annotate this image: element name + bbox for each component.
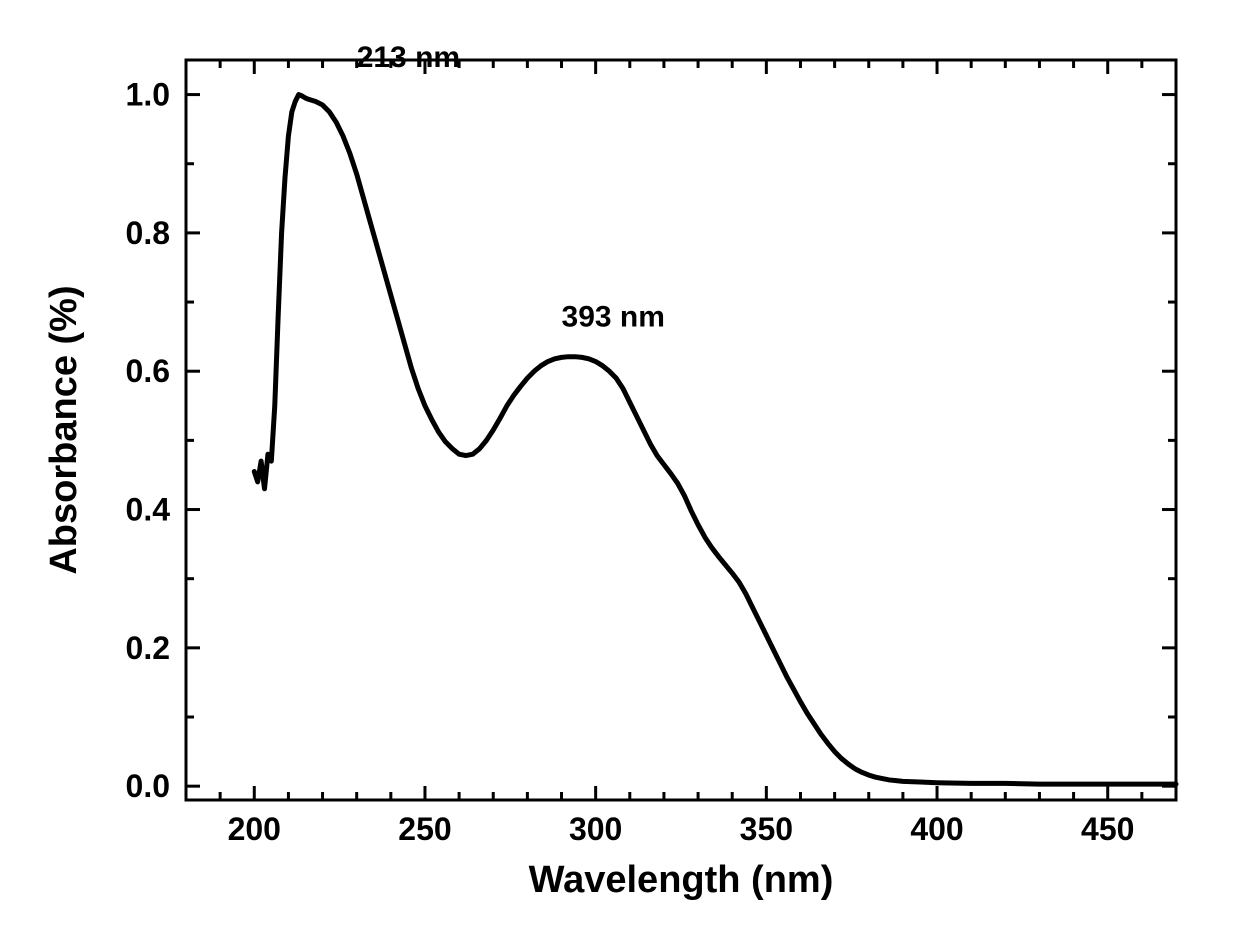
svg-text:0.4: 0.4: [126, 492, 171, 528]
svg-text:0.6: 0.6: [126, 353, 170, 389]
svg-text:250: 250: [398, 811, 451, 847]
svg-text:0.8: 0.8: [126, 215, 170, 251]
chart-svg: 200 250 300 350 400 450 0.0 0.2 0.4 0.6 0.8 1.0 Wave…: [0, 0, 1240, 929]
svg-text:200: 200: [228, 811, 281, 847]
svg-text:400: 400: [910, 811, 963, 847]
svg-text:450: 450: [1081, 811, 1134, 847]
svg-text:Absorbance (%): Absorbance (%): [43, 285, 85, 574]
svg-text:300: 300: [569, 811, 622, 847]
svg-text:0.0: 0.0: [126, 768, 170, 804]
svg-text:350: 350: [740, 811, 793, 847]
svg-text:0.2: 0.2: [126, 630, 170, 666]
svg-text:Wavelength (nm): Wavelength (nm): [529, 859, 834, 901]
absorbance-spectrum-chart: 200 250 300 350 400 450 0.0 0.2 0.4 0.6 0.8 1.0 Wave…: [0, 0, 1240, 929]
svg-text:213 nm: 213 nm: [357, 41, 460, 74]
svg-text:1.0: 1.0: [126, 77, 170, 113]
svg-text:393 nm: 393 nm: [562, 300, 665, 333]
